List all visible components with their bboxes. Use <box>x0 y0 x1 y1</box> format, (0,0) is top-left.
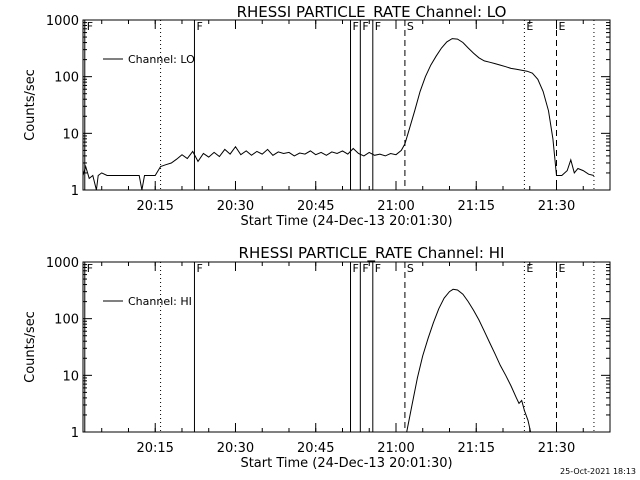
plot-frame <box>82 261 611 433</box>
y-tick-label: 100 <box>54 71 79 86</box>
x-tick-label: 21:00 <box>377 441 414 456</box>
legend-entry: Channel: LO <box>128 53 195 66</box>
y-tick-label: 10 <box>62 369 79 384</box>
flag-label: F <box>353 20 359 33</box>
x-tick-label: 21:15 <box>458 441 495 456</box>
x-tick-label: 20:15 <box>136 441 173 456</box>
series-line <box>406 288 532 433</box>
flag-label: F <box>196 20 202 33</box>
x-tick-label: 20:30 <box>217 441 254 456</box>
flag-label: F <box>362 20 368 33</box>
x-tick-label: 21:30 <box>538 199 575 214</box>
x-tick-label: 21:00 <box>377 199 414 214</box>
chart-panel-1: RHESSI PARTICLE_RATE Channel: LO Counts/s… <box>23 3 611 229</box>
flag-label: F <box>375 262 381 275</box>
x-tick-label: 20:15 <box>136 199 173 214</box>
flag-label: F <box>375 20 381 33</box>
x-tick-label: 20:45 <box>297 199 334 214</box>
flag-label: F <box>362 262 368 275</box>
chart-title: RHESSI PARTICLE_RATE Channel: HI <box>239 244 505 263</box>
y-tick-label: 1000 <box>46 14 79 29</box>
x-tick-label: 20:45 <box>297 441 334 456</box>
flag-label: F <box>87 262 93 275</box>
flag-label: S <box>407 20 414 33</box>
plot-frame <box>82 19 611 191</box>
chart-panel-2: RHESSI PARTICLE_RATE Channel: HI Counts/s… <box>23 244 611 471</box>
y-axis-label: Counts/sec <box>23 311 38 383</box>
flag-label: E <box>526 262 533 275</box>
legend-entry: Channel: HI <box>128 295 192 308</box>
flag-label: F <box>87 20 93 33</box>
y-tick-label: 100 <box>54 313 79 328</box>
flag-label: S <box>407 262 414 275</box>
flag-label: E <box>558 262 565 275</box>
flag-label: E <box>526 20 533 33</box>
y-tick-label: 1000 <box>46 256 79 271</box>
footer-timestamp: 25-Oct-2021 18:13 <box>560 467 636 476</box>
flag-label: F <box>353 262 359 275</box>
flag-label: E <box>558 20 565 33</box>
x-tick-label: 21:15 <box>458 199 495 214</box>
x-axis-label: Start Time (24-Dec-13 20:01:30) <box>240 456 452 471</box>
y-tick-label: 1 <box>71 426 79 441</box>
series-line <box>82 38 595 191</box>
y-tick-label: 10 <box>62 127 79 142</box>
chart-title: RHESSI PARTICLE_RATE Channel: LO <box>237 3 507 22</box>
flag-label: F <box>196 262 202 275</box>
x-tick-label: 20:30 <box>217 199 254 214</box>
y-tick-label: 1 <box>71 184 79 199</box>
x-axis-label: Start Time (24-Dec-13 20:01:30) <box>240 214 452 229</box>
x-tick-label: 21:30 <box>538 441 575 456</box>
y-axis-label: Counts/sec <box>23 69 38 141</box>
